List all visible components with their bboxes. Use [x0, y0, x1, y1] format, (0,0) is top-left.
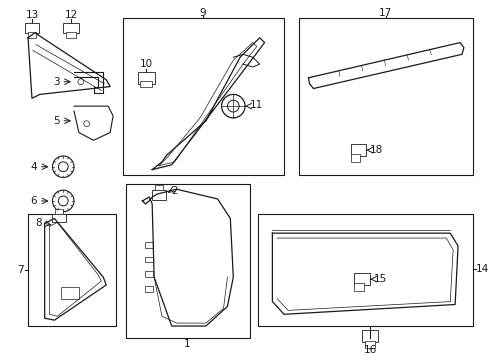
Text: 11: 11: [249, 100, 263, 110]
Text: 9: 9: [199, 8, 206, 18]
Text: 3: 3: [53, 77, 59, 87]
Bar: [155, 185, 163, 190]
Bar: [52, 213, 66, 222]
Text: 2: 2: [171, 186, 178, 196]
Bar: [28, 32, 36, 38]
Text: 5: 5: [53, 116, 59, 126]
Bar: [125, 184, 249, 338]
Text: 16: 16: [363, 346, 376, 355]
Bar: [122, 18, 284, 175]
Bar: [137, 72, 155, 84]
Bar: [55, 209, 63, 213]
Bar: [298, 18, 472, 175]
Text: 8: 8: [35, 219, 41, 228]
Text: 10: 10: [140, 59, 153, 69]
Bar: [362, 330, 377, 342]
Bar: [140, 81, 152, 87]
Text: 12: 12: [64, 10, 78, 20]
Bar: [66, 32, 76, 38]
Text: 17: 17: [378, 8, 391, 18]
Text: 18: 18: [369, 145, 383, 155]
Text: 1: 1: [183, 339, 190, 348]
Text: 7: 7: [18, 265, 24, 275]
Text: 14: 14: [475, 264, 488, 274]
Bar: [28, 213, 116, 326]
Bar: [152, 190, 165, 200]
Bar: [25, 23, 39, 33]
Bar: [145, 242, 153, 248]
Text: 4: 4: [30, 162, 37, 172]
Bar: [354, 273, 369, 285]
Bar: [365, 341, 374, 347]
Text: 13: 13: [25, 10, 39, 20]
Bar: [145, 271, 153, 277]
Bar: [145, 286, 153, 292]
Bar: [350, 154, 360, 162]
Bar: [145, 257, 153, 262]
Text: 6: 6: [30, 196, 37, 206]
Bar: [63, 23, 79, 33]
Bar: [350, 144, 366, 156]
Bar: [354, 283, 364, 291]
Text: 15: 15: [373, 274, 386, 284]
Bar: [61, 287, 79, 299]
Bar: [257, 213, 472, 326]
